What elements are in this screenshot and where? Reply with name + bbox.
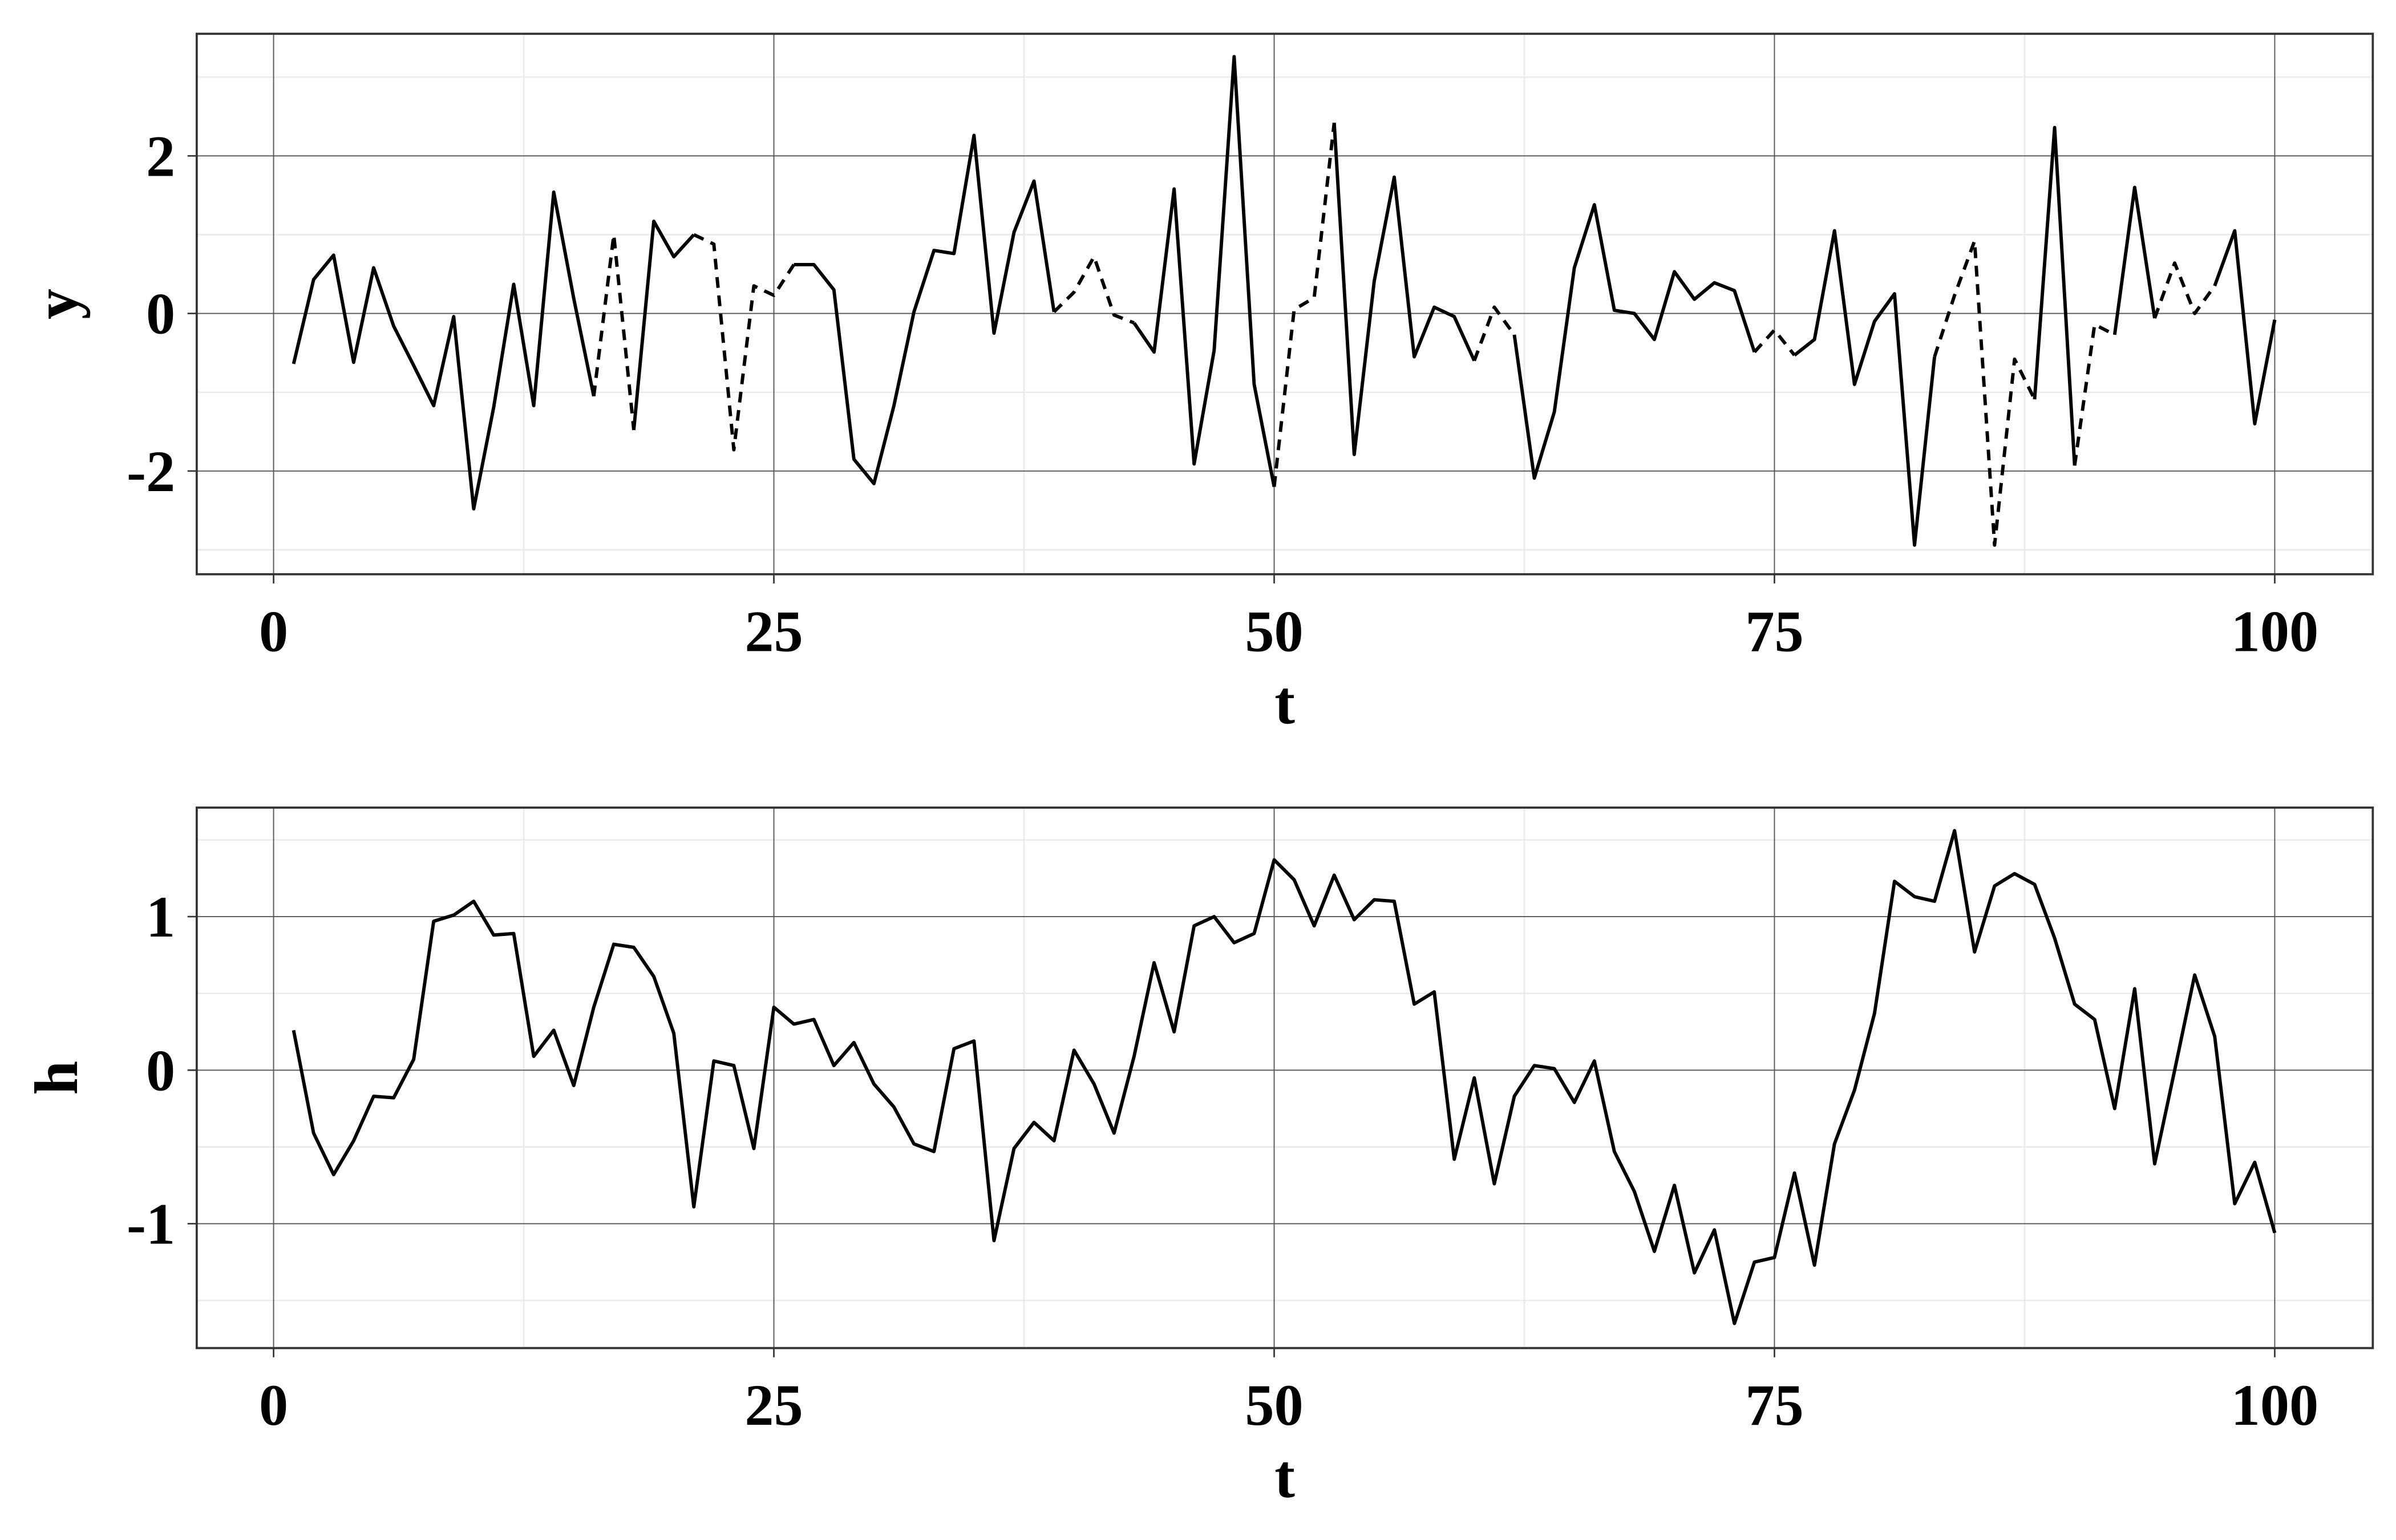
x-tick-label: 25 — [744, 599, 803, 664]
x-axis-title: t — [1274, 669, 1295, 737]
x-tick-label: 50 — [1245, 1373, 1303, 1438]
line — [292, 55, 2277, 547]
y-tick-label: 2 — [146, 124, 175, 189]
dashed-line — [592, 122, 2216, 547]
x-tick-label: 25 — [744, 1373, 803, 1438]
x-tick-label: 75 — [1745, 599, 1803, 664]
plot-background — [196, 807, 2373, 1348]
line — [292, 829, 2277, 1326]
panel-border — [195, 33, 2374, 576]
x-tick-label: 100 — [2231, 1373, 2318, 1438]
panel-border — [195, 807, 2374, 1349]
x-tick-label: 100 — [2231, 599, 2318, 664]
x-tick-label: 0 — [259, 599, 288, 664]
y-tick-label: 0 — [146, 1039, 175, 1103]
y-tick-label: 1 — [146, 885, 175, 950]
x-tick-label: 50 — [1245, 599, 1303, 664]
x-tick-label: 75 — [1745, 1373, 1803, 1438]
y-axis-title: h — [23, 1061, 91, 1095]
y-tick-label: -1 — [127, 1192, 175, 1257]
x-axis-title: t — [1274, 1443, 1295, 1511]
y-tick-label: 0 — [146, 282, 175, 347]
y-axis-title: y — [23, 289, 91, 319]
y-tick-label: -2 — [127, 440, 175, 504]
plot-background — [196, 34, 2373, 574]
x-tick-label: 0 — [259, 1373, 288, 1438]
